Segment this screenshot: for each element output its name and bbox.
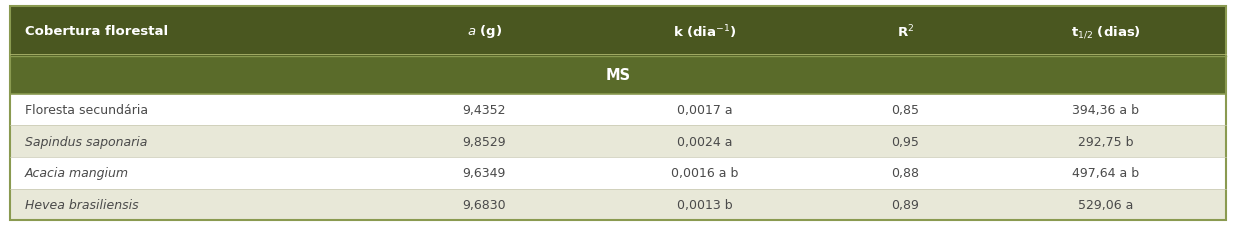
Bar [585, 94, 826, 126]
Bar [10, 7, 384, 57]
Text: 0,0016 a b: 0,0016 a b [671, 166, 739, 179]
Text: k (dia$^{-1}$): k (dia$^{-1}$) [674, 23, 737, 41]
Text: $\mathit{a}$ (g): $\mathit{a}$ (g) [467, 23, 502, 40]
Text: 529,06 a: 529,06 a [1078, 198, 1133, 211]
Text: 9,8529: 9,8529 [462, 135, 507, 148]
Bar [384, 94, 585, 126]
Bar [826, 7, 985, 57]
Text: 0,0013 b: 0,0013 b [677, 198, 733, 211]
Text: MS: MS [606, 68, 630, 83]
Bar [985, 57, 1226, 94]
Bar [585, 7, 826, 57]
Text: 292,75 b: 292,75 b [1078, 135, 1133, 148]
Text: 0,88: 0,88 [891, 166, 920, 179]
Text: 0,89: 0,89 [891, 198, 920, 211]
Text: 9,6349: 9,6349 [462, 166, 506, 179]
Text: 0,85: 0,85 [891, 104, 920, 116]
Text: Floresta secundária: Floresta secundária [25, 104, 148, 116]
Text: 0,95: 0,95 [891, 135, 920, 148]
Bar [10, 189, 384, 220]
Text: 497,64 a b: 497,64 a b [1073, 166, 1140, 179]
Text: 0,0024 a: 0,0024 a [677, 135, 733, 148]
Bar [985, 189, 1226, 220]
Bar [985, 94, 1226, 126]
Bar [585, 126, 826, 157]
Text: R$^{2}$: R$^{2}$ [897, 24, 913, 40]
Bar [826, 126, 985, 157]
Bar [10, 57, 384, 94]
Bar [384, 57, 585, 94]
Text: Hevea brasiliensis: Hevea brasiliensis [25, 198, 138, 211]
Bar [826, 94, 985, 126]
Bar [985, 7, 1226, 57]
Bar [826, 189, 985, 220]
Text: 0,0017 a: 0,0017 a [677, 104, 733, 116]
Bar [10, 157, 384, 189]
Bar [826, 157, 985, 189]
Text: 394,36 a b: 394,36 a b [1073, 104, 1140, 116]
Text: 9,6830: 9,6830 [462, 198, 507, 211]
Bar [585, 189, 826, 220]
Text: 9,4352: 9,4352 [462, 104, 506, 116]
Bar [826, 57, 985, 94]
Bar [384, 126, 585, 157]
Bar [384, 157, 585, 189]
Bar [585, 157, 826, 189]
Text: Sapindus saponaria: Sapindus saponaria [25, 135, 147, 148]
Bar [10, 126, 384, 157]
Bar [985, 157, 1226, 189]
Bar [985, 126, 1226, 157]
Text: Acacia mangium: Acacia mangium [25, 166, 129, 179]
Bar [384, 7, 585, 57]
Bar [585, 57, 826, 94]
Text: t$_{1/2}$ (dias): t$_{1/2}$ (dias) [1070, 24, 1141, 39]
Bar [384, 189, 585, 220]
Text: Cobertura florestal: Cobertura florestal [25, 25, 168, 38]
Bar [10, 94, 384, 126]
